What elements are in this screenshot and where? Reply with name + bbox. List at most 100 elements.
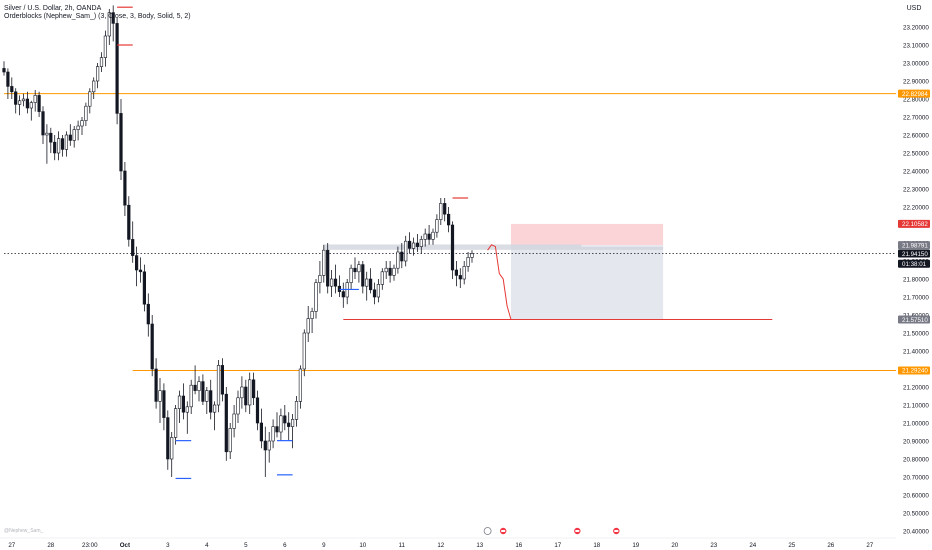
candle-up[interactable] — [56, 138, 61, 154]
candle-up[interactable] — [439, 203, 443, 220]
candle-up[interactable] — [357, 264, 361, 273]
candle-down[interactable] — [135, 255, 139, 271]
candle-down[interactable] — [252, 379, 256, 399]
candle-down[interactable] — [209, 390, 213, 413]
candle-up[interactable] — [213, 404, 217, 413]
candle-up[interactable] — [396, 251, 400, 269]
candle-up[interactable] — [310, 311, 314, 319]
candle-down[interactable] — [60, 138, 65, 150]
candle-up[interactable] — [45, 132, 49, 136]
candle-down[interactable] — [244, 386, 248, 406]
candle-down[interactable] — [326, 249, 330, 287]
candle-up[interactable] — [322, 249, 326, 276]
candle-up[interactable] — [298, 368, 303, 402]
candle-up[interactable] — [177, 395, 182, 409]
candle-down[interactable] — [127, 204, 131, 240]
candle-up[interactable] — [216, 365, 221, 406]
candle-up[interactable] — [279, 415, 283, 433]
candle-down[interactable] — [368, 278, 373, 291]
candle-up[interactable] — [294, 401, 299, 420]
stop-zone[interactable] — [511, 245, 664, 320]
candle-up[interactable] — [189, 384, 193, 408]
candle-up[interactable] — [380, 271, 384, 285]
candle-down[interactable] — [162, 390, 166, 418]
candle-up[interactable] — [240, 386, 244, 399]
candle-down[interactable] — [6, 71, 10, 87]
candle-up[interactable] — [21, 98, 26, 102]
candle-down[interactable] — [388, 267, 392, 276]
candle-up[interactable] — [365, 278, 369, 287]
candle-up[interactable] — [107, 12, 111, 37]
candle-down[interactable] — [142, 271, 147, 305]
candle-down[interactable] — [333, 278, 338, 287]
candle-down[interactable] — [49, 132, 53, 143]
candle-down[interactable] — [181, 395, 186, 413]
candle-up[interactable] — [271, 426, 275, 442]
candle-down[interactable] — [443, 203, 447, 215]
candle-down[interactable] — [255, 397, 260, 424]
candle-up[interactable] — [80, 120, 84, 127]
candle-up[interactable] — [376, 284, 381, 298]
candle-down[interactable] — [146, 303, 150, 325]
candle-up[interactable] — [170, 437, 174, 460]
candle-up[interactable] — [423, 233, 427, 240]
candle-up[interactable] — [248, 379, 252, 406]
candle-up[interactable] — [174, 408, 178, 438]
candle-down[interactable] — [450, 224, 455, 271]
candle-down[interactable] — [415, 242, 420, 247]
candle-up[interactable] — [158, 390, 162, 402]
candle-up[interactable] — [92, 80, 96, 93]
candle-down[interactable] — [201, 381, 205, 402]
candle-down[interactable] — [53, 141, 57, 154]
candle-down[interactable] — [454, 269, 459, 276]
candle-down[interactable] — [275, 426, 279, 433]
candle-down[interactable] — [407, 240, 412, 249]
candle-down[interactable] — [446, 213, 451, 226]
candle-down[interactable] — [283, 415, 287, 424]
candle-up[interactable] — [197, 381, 201, 391]
candle-down[interactable] — [427, 233, 431, 240]
candle-down[interactable] — [220, 365, 225, 395]
candle-down[interactable] — [115, 23, 119, 114]
target-zone[interactable] — [511, 223, 664, 246]
candle-down[interactable] — [111, 12, 115, 24]
projection-path[interactable] — [487, 244, 512, 320]
candle-down[interactable] — [14, 91, 18, 105]
candle-up[interactable] — [462, 266, 466, 280]
candle-up[interactable] — [84, 105, 88, 121]
candle-up[interactable] — [232, 413, 236, 429]
candle-down[interactable] — [193, 384, 197, 391]
candle-up[interactable] — [88, 91, 92, 107]
candle-down[interactable] — [150, 323, 154, 370]
currency-label[interactable]: USD — [906, 5, 922, 12]
candle-up[interactable] — [302, 332, 306, 370]
candle-up[interactable] — [96, 66, 100, 82]
candle-down[interactable] — [287, 422, 291, 427]
candle-down[interactable] — [119, 113, 123, 172]
candle-down[interactable] — [138, 269, 143, 273]
indicator-label[interactable]: Orderblocks (Nephew_Sam_) (3, Close, 3, … — [4, 13, 191, 20]
candle-up[interactable] — [205, 390, 209, 402]
candle-up[interactable] — [236, 397, 240, 415]
candle-up[interactable] — [411, 242, 416, 249]
candle-up[interactable] — [466, 257, 470, 267]
candle-up[interactable] — [76, 125, 80, 130]
candle-up[interactable] — [404, 240, 408, 262]
candle-up[interactable] — [72, 129, 76, 141]
candle-down[interactable] — [166, 417, 170, 460]
candle-up[interactable] — [435, 219, 439, 233]
candle-down[interactable] — [400, 251, 404, 262]
dividend-icon[interactable] — [483, 527, 492, 535]
candle-up[interactable] — [306, 318, 310, 334]
candle-down[interactable] — [259, 422, 264, 442]
candle-up[interactable] — [290, 419, 295, 427]
candle-up[interactable] — [228, 428, 232, 453]
candle-down[interactable] — [2, 68, 6, 73]
candle-down[interactable] — [37, 95, 41, 112]
candle-down[interactable] — [458, 275, 462, 280]
candle-up[interactable] — [419, 239, 423, 247]
candle-down[interactable] — [10, 86, 14, 93]
candle-down[interactable] — [154, 368, 158, 402]
candle-up[interactable] — [99, 57, 104, 67]
